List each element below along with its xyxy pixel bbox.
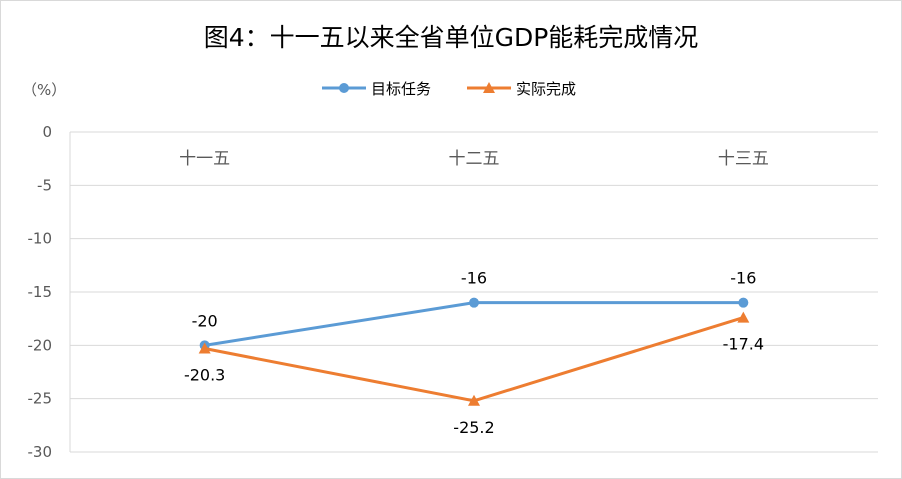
y-axis-label: （%） — [22, 81, 66, 99]
data-point — [738, 297, 749, 308]
series-line-0 — [204, 301, 744, 347]
legend-marker-icon — [483, 82, 495, 93]
data-label: -17.4 — [723, 335, 764, 354]
y-ticks: 0 -5 -10 -15 -20 -25 -30 — [28, 123, 53, 461]
data-label: -25.2 — [453, 418, 494, 437]
series-line-1 — [204, 316, 744, 403]
y-tick-label: -30 — [28, 443, 53, 461]
data-point — [469, 297, 479, 308]
category-label: 十一五 — [179, 149, 230, 169]
legend-label: 目标任务 — [371, 80, 431, 98]
legend-marker-icon — [339, 83, 349, 93]
y-tick-label: -15 — [28, 283, 53, 301]
data-point — [198, 342, 211, 354]
chart-title: 图4：十一五以来全省单位GDP能耗完成情况 — [204, 23, 699, 52]
category-label: 十二五 — [449, 149, 500, 169]
data-label: -20.3 — [184, 366, 225, 385]
data-point — [468, 394, 480, 406]
y-tick-label: -10 — [28, 230, 53, 248]
y-tick-label: -25 — [28, 390, 53, 408]
category-label: 十三五 — [718, 149, 769, 169]
legend: 目标任务 实际完成 — [322, 80, 576, 98]
series: -20 -16 -16 -20.3 -25.2 -17.4 — [184, 269, 764, 437]
y-tick-label: -20 — [28, 336, 53, 354]
data-label: -16 — [730, 269, 756, 288]
legend-label: 实际完成 — [516, 80, 576, 98]
category-labels: 十一五 十二五 十三五 — [179, 149, 769, 169]
y-tick-label: 0 — [42, 123, 52, 141]
data-point — [737, 311, 750, 323]
data-label: -16 — [461, 269, 487, 288]
data-label: -20 — [192, 311, 218, 330]
y-tick-label: -5 — [37, 176, 52, 194]
